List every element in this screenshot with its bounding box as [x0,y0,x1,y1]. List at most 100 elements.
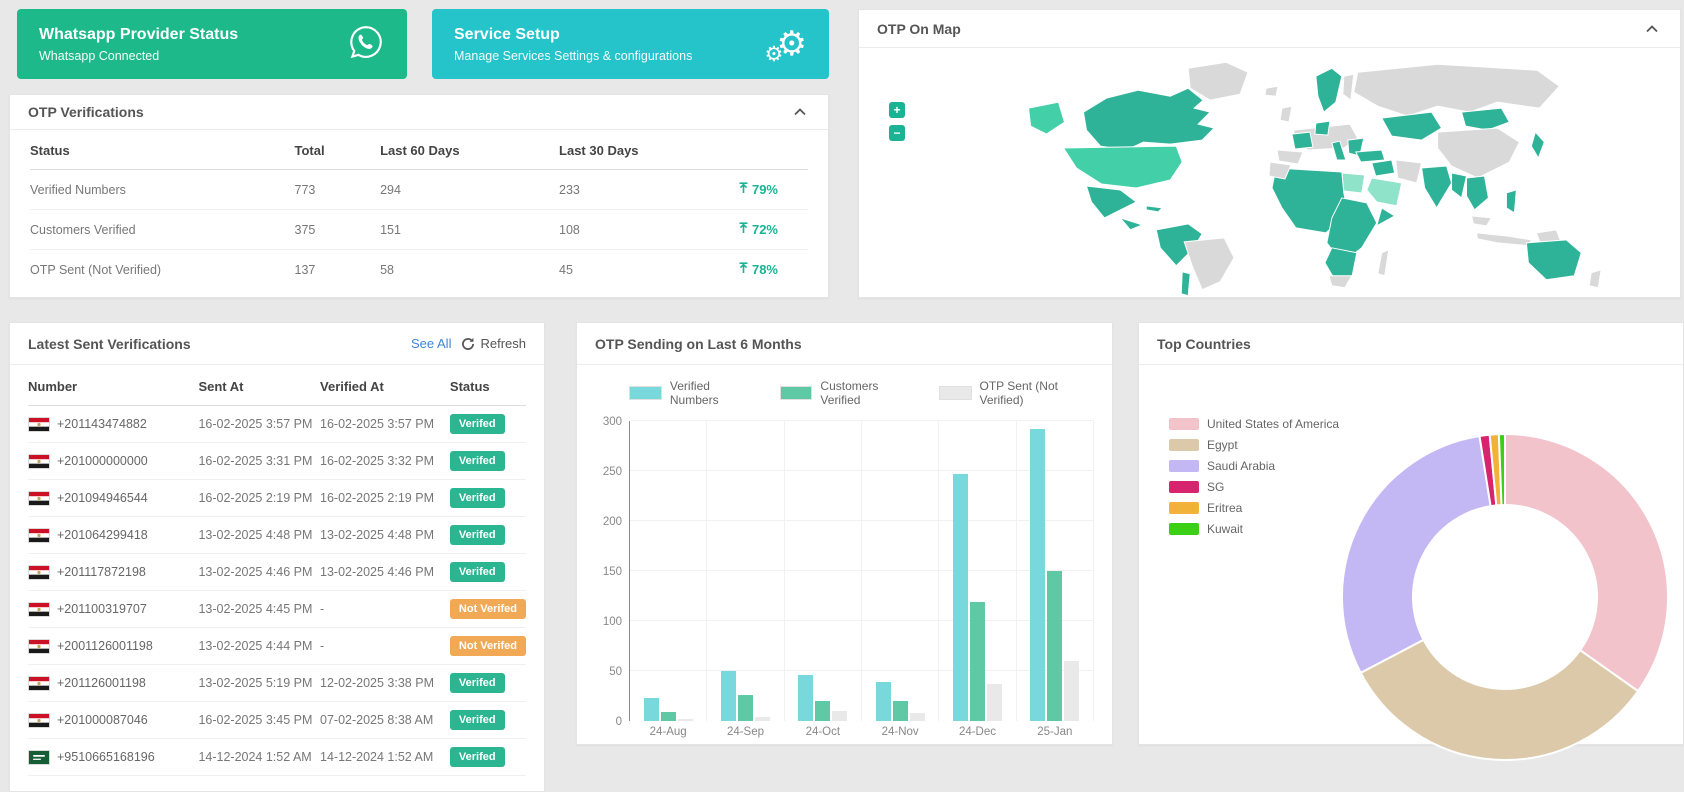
bar[interactable] [1064,661,1080,721]
status-cell: OTP Sent (Not Verified) [30,262,162,277]
bar[interactable] [754,717,770,721]
column-header-status: Status [30,130,295,170]
verified-at-cell: - [320,590,450,628]
legend-item: Egypt [1169,438,1339,452]
legend-item: Kuwait [1169,522,1339,536]
collapse-chevron-icon[interactable] [1642,21,1662,37]
world-map[interactable]: + − [859,48,1680,295]
latest-verifications-table: Number Sent At Verified At Status +20114… [28,365,526,776]
bar[interactable] [643,698,659,721]
sent-at-cell: 16-02-2025 3:57 PM [198,405,321,443]
latest-sent-verifications-title: Latest Sent Verifications [28,335,191,352]
table-row: Customers Verified 375 151 108 72% [30,209,808,250]
bar[interactable] [798,675,814,721]
otp-sending-chart-title: OTP Sending on Last 6 Months [595,335,802,352]
status-badge: Not Verifed [449,599,526,619]
map-zoom-out-button[interactable]: − [889,125,905,141]
status-badge: Verifed [449,488,505,508]
bar[interactable] [892,701,908,721]
last60-cell: 151 [380,209,560,250]
sent-at-cell: 14-12-2024 1:52 AM [198,738,321,776]
sent-at-cell: 16-02-2025 3:45 PM [198,701,321,739]
phone-number: +9510665168196 [57,750,155,764]
bar[interactable] [986,684,1002,721]
status-badge: Not Verifed [449,636,526,656]
column-header-last30: Last 30 Days [559,130,738,170]
map-zoom-in-button[interactable]: + [889,102,905,118]
bar[interactable] [677,719,693,721]
legend-label: Egypt [1207,438,1238,452]
legend-item: Eritrea [1169,501,1339,515]
table-row: +9510665168196 14-12-2024 1:52 AM 14-12-20… [28,738,526,776]
total-cell: 773 [294,169,381,210]
gridline [630,570,1094,571]
x-axis-tick-label: 24-Dec [958,726,997,738]
percent-cell: 72% [737,209,808,250]
total-cell: 375 [294,209,381,250]
otp-verifications-table: Status Total Last 60 Days Last 30 Days V… [30,130,808,289]
donut-slice[interactable]: Egypt [1359,638,1640,761]
legend-swatch [938,386,972,400]
verified-at-cell: 16-02-2025 2:19 PM [320,479,450,517]
verified-at-cell: - [320,627,450,665]
bar[interactable] [832,711,848,721]
status-badge: Verifed [449,710,505,730]
refresh-icon [462,337,475,350]
service-setup-card[interactable]: Service Setup Manage Services Settings &… [432,9,829,79]
legend-item: United States of America [1169,417,1339,431]
phone-number: +201143474882 [57,417,147,431]
saudi-arabia-flag-icon [28,749,50,765]
bar[interactable] [660,712,676,721]
bar[interactable] [969,602,985,721]
whatsapp-provider-status-card[interactable]: Whatsapp Provider Status Whatsapp Connec… [17,9,407,79]
egypt-flag-icon [28,453,50,469]
bar[interactable] [909,713,925,721]
bar[interactable] [952,474,968,721]
bar[interactable] [1047,571,1063,721]
total-cell: 137 [294,262,316,277]
legend-label: SG [1207,480,1225,494]
x-axis-tick-label: 24-Oct [805,726,841,738]
sent-at-cell: 13-02-2025 4:46 PM [198,553,321,591]
donut-slice[interactable]: Saudi Arabia [1341,434,1492,675]
otp-verifications-title: OTP Verifications [28,104,144,120]
column-header-verified-at: Verified At [320,365,450,406]
service-card-subtitle: Manage Services Settings & configuration… [454,48,693,63]
status-badge: Verifed [449,747,505,767]
column-header-total: Total [294,130,381,170]
table-row: +201126001198 13-02-2025 5:19 PM 12-02-202… [28,664,526,702]
phone-number: +201126001198 [57,676,146,690]
bar[interactable] [720,671,736,721]
bar-group: 24-Aug [630,421,708,738]
gridline [630,620,1094,621]
egypt-flag-icon [28,490,50,506]
legend-swatch [1169,418,1199,430]
x-axis-tick-label: 24-Aug [649,726,687,738]
legend-item: Verified Numbers [629,379,754,407]
legend-swatch [629,386,662,400]
gears-icon: ⚙ ⚙ [764,25,807,66]
collapse-chevron-icon[interactable] [790,104,810,120]
bar[interactable] [815,701,831,721]
legend-label: Saudi Arabia [1207,459,1276,473]
bar[interactable] [1030,429,1046,721]
bar[interactable] [737,695,753,721]
otp-on-map-title: OTP On Map [877,20,961,37]
last30-cell: 108 [559,209,738,250]
donut-slice[interactable]: United States of America [1504,432,1669,693]
verified-at-cell: 13-02-2025 4:46 PM [320,553,450,591]
egypt-flag-icon [28,675,50,691]
egypt-flag-icon [28,712,50,728]
status-badge: Verifed [449,673,505,693]
table-row: +201100319707 13-02-2025 4:45 PM - Not Veri… [28,590,526,628]
otp-on-map-panel: OTP On Map + − [858,9,1681,298]
gridline [630,470,1094,471]
donut-slice[interactable]: Kuwait [1497,432,1506,507]
legend-label: Eritrea [1207,501,1243,515]
see-all-link[interactable]: See All [410,336,452,351]
refresh-button[interactable]: Refresh [461,336,526,351]
bar-chart-plot: 0 50 100 150 200 250 300 24-Aug 24-Sep 24-Oct 24-N… [603,416,1094,738]
top-countries-panel: Top Countries United States of America Eg… [1138,322,1684,761]
bar[interactable] [875,682,891,721]
